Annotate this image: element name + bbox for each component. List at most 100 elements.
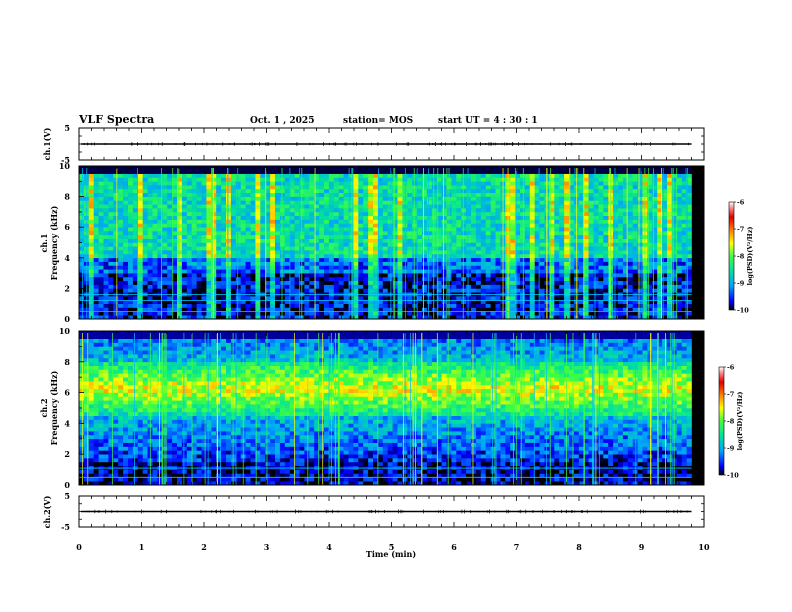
- spectrogram-cell: [294, 246, 300, 251]
- spectrogram-cell: [564, 188, 570, 194]
- spectrogram-cell: [353, 223, 359, 228]
- spectrogram-cell: [343, 227, 349, 232]
- spectrogram-cell: [618, 257, 624, 262]
- spectrogram-cell: [520, 204, 526, 209]
- spectrogram-cell: [373, 273, 379, 278]
- spectrogram-cell: [451, 242, 457, 247]
- spectrogram-cell: [275, 234, 281, 239]
- spectrogram-cell: [201, 231, 207, 236]
- spectrogram-cell: [265, 231, 271, 236]
- spectrogram-cell: [211, 181, 217, 186]
- spectrogram-cell: [275, 253, 281, 259]
- spectrogram-cell: [627, 299, 633, 304]
- spectrogram-cell: [358, 303, 364, 308]
- spectrogram-cell: [618, 246, 624, 251]
- spectrogram-cell: [583, 299, 589, 304]
- spectrogram-cell: [485, 238, 491, 243]
- spectrogram-cell: [515, 315, 521, 320]
- spectrogram-cell: [343, 211, 349, 217]
- spectrogram-cell: [598, 284, 604, 289]
- spectrogram-cell: [451, 253, 457, 259]
- spectrogram-cell: [196, 231, 202, 236]
- spectrogram-cell: [255, 242, 261, 247]
- spectrogram-cell: [627, 276, 633, 282]
- spectrogram-cell: [412, 269, 418, 274]
- spectrogram-cell: [162, 242, 168, 247]
- spectrogram-cell: [147, 169, 153, 174]
- spectrogram-cell: [319, 303, 325, 308]
- spectrogram-cell: [652, 219, 658, 224]
- spectrogram-cell: [539, 231, 545, 236]
- spectrogram-cell: [583, 238, 589, 243]
- spectrogram-cell: [309, 188, 315, 194]
- spectrogram-cell: [177, 238, 183, 243]
- spectrogram-cell: [226, 219, 232, 224]
- spectrogram-cell: [436, 242, 442, 247]
- spectrogram-cell: [211, 177, 217, 182]
- spectrogram-cell: [284, 223, 290, 228]
- spectrogram-cell: [250, 208, 256, 213]
- spectrogram-cell: [627, 181, 633, 186]
- spectrogram-cell: [226, 188, 232, 194]
- spectrogram-cell: [534, 284, 540, 289]
- spectrogram-cell: [206, 188, 212, 194]
- spectrogram-cell: [157, 185, 163, 190]
- spectrogram-cell: [637, 173, 643, 178]
- spectrogram-cell: [216, 299, 222, 304]
- spectrogram-cell: [549, 173, 555, 178]
- spectrogram-cell: [539, 257, 545, 262]
- spectrogram-cell: [466, 315, 472, 320]
- spectrogram-cell: [157, 242, 163, 247]
- spectrogram-cell: [471, 204, 477, 209]
- spectrogram-cell: [480, 269, 486, 274]
- spectrogram-cell: [475, 246, 482, 251]
- spectrogram-cell: [397, 238, 403, 243]
- spectrogram-cell: [142, 250, 148, 255]
- spectrogram-cell: [647, 299, 653, 304]
- spectrogram-cell: [206, 200, 212, 205]
- spectrogram-cell: [368, 215, 374, 220]
- spectrogram-cell: [559, 166, 565, 171]
- spectrogram-cell: [534, 211, 540, 217]
- spectrogram-cell: [603, 257, 609, 262]
- spectrogram-cell: [422, 250, 428, 255]
- spectrogram-cell: [515, 208, 521, 213]
- spectrogram-cell: [412, 250, 418, 255]
- spectrogram-cell: [603, 219, 609, 224]
- spectrogram-cell: [152, 242, 158, 247]
- spectrogram-cell: [216, 185, 222, 190]
- spectrogram-cell: [529, 265, 535, 270]
- spectrogram-cell: [328, 211, 335, 217]
- spectrogram-cell: [554, 250, 560, 255]
- spectrogram-cell: [324, 246, 330, 251]
- spectrogram-cell: [309, 219, 315, 224]
- spectrogram-cell: [88, 177, 94, 182]
- spectrogram-cell: [387, 315, 393, 320]
- spectrogram-cell: [603, 231, 609, 236]
- spectrogram-cell: [583, 223, 589, 228]
- spectrogram-cell: [235, 276, 241, 282]
- spectrogram-cell: [304, 257, 310, 262]
- spectrogram-cell: [265, 185, 271, 190]
- spectrogram-cell: [186, 204, 192, 209]
- spectrogram-cell: [387, 261, 393, 266]
- spectrogram-cell: [373, 215, 379, 220]
- spectrogram-cell: [490, 196, 496, 201]
- spectrogram-cell: [662, 288, 668, 293]
- spectrogram-cell: [230, 253, 237, 259]
- spectrogram-cell: [235, 231, 241, 236]
- spectrogram-cell: [422, 223, 428, 228]
- spectrogram-cell: [461, 242, 467, 247]
- spectrogram-cell: [279, 253, 286, 259]
- spectrogram-cell: [613, 257, 619, 262]
- spectrogram-cell: [201, 250, 207, 255]
- spectrogram-cell: [137, 311, 143, 316]
- spectrogram-cell: [338, 234, 344, 239]
- spectrogram-cell: [98, 280, 104, 285]
- spectrogram-cell: [578, 234, 584, 239]
- spectrogram-cell: [181, 276, 188, 282]
- spectrogram-cell: [211, 185, 217, 190]
- spectrogram-cell: [226, 250, 232, 255]
- spectrogram-cell: [123, 185, 129, 190]
- spectrogram-cell: [593, 269, 599, 274]
